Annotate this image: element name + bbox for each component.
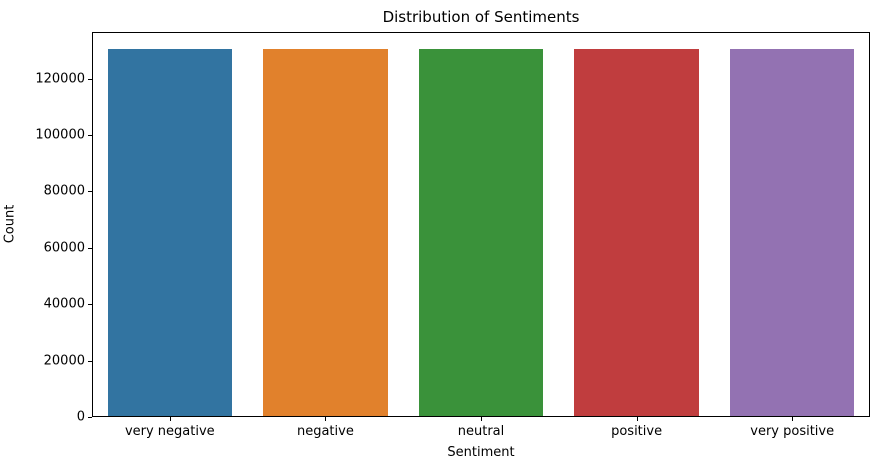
y-tick-mark (88, 78, 92, 80)
y-tick-mark (88, 191, 92, 193)
bar-negative (263, 49, 388, 416)
y-tick-mark (88, 304, 92, 306)
x-tick-label-positive: positive (611, 424, 663, 439)
y-tick-label: 80000 (43, 183, 85, 199)
x-tick-mark (792, 417, 794, 421)
x-tick-mark (636, 417, 638, 421)
y-tick-label: 100000 (35, 127, 85, 143)
x-tick-label-very-positive: very positive (750, 424, 835, 439)
chart-title: Distribution of Sentiments (382, 8, 580, 26)
y-tick-mark (88, 417, 92, 418)
y-tick-mark (88, 247, 92, 249)
x-tick-mark (325, 417, 327, 421)
y-axis: 0 20000 40000 60000 80000 100000 120000 (0, 32, 92, 425)
bar-positive (574, 49, 699, 416)
bar-very-positive (729, 49, 855, 416)
y-axis-label: Count (2, 204, 18, 244)
x-tick-mark (169, 417, 171, 421)
x-axis: very negative negative neutral positive very… (92, 417, 870, 447)
plot-area (92, 32, 870, 417)
y-tick-label: 0 (76, 409, 85, 425)
y-tick-mark (88, 134, 92, 136)
x-tick-label-negative: negative (296, 424, 354, 439)
bar-very-negative (107, 49, 233, 416)
y-tick-label: 60000 (43, 240, 85, 256)
x-tick-label-very-negative: very negative (124, 424, 215, 439)
x-axis-label: Sentiment (447, 445, 515, 460)
y-tick-mark (88, 360, 92, 362)
x-tick-label-neutral: neutral (457, 424, 505, 439)
y-tick-label: 20000 (43, 353, 85, 369)
y-tick-label: 120000 (35, 71, 85, 87)
y-tick-label: 40000 (43, 296, 85, 312)
bar-neutral (418, 49, 544, 416)
x-tick-mark (481, 417, 482, 421)
